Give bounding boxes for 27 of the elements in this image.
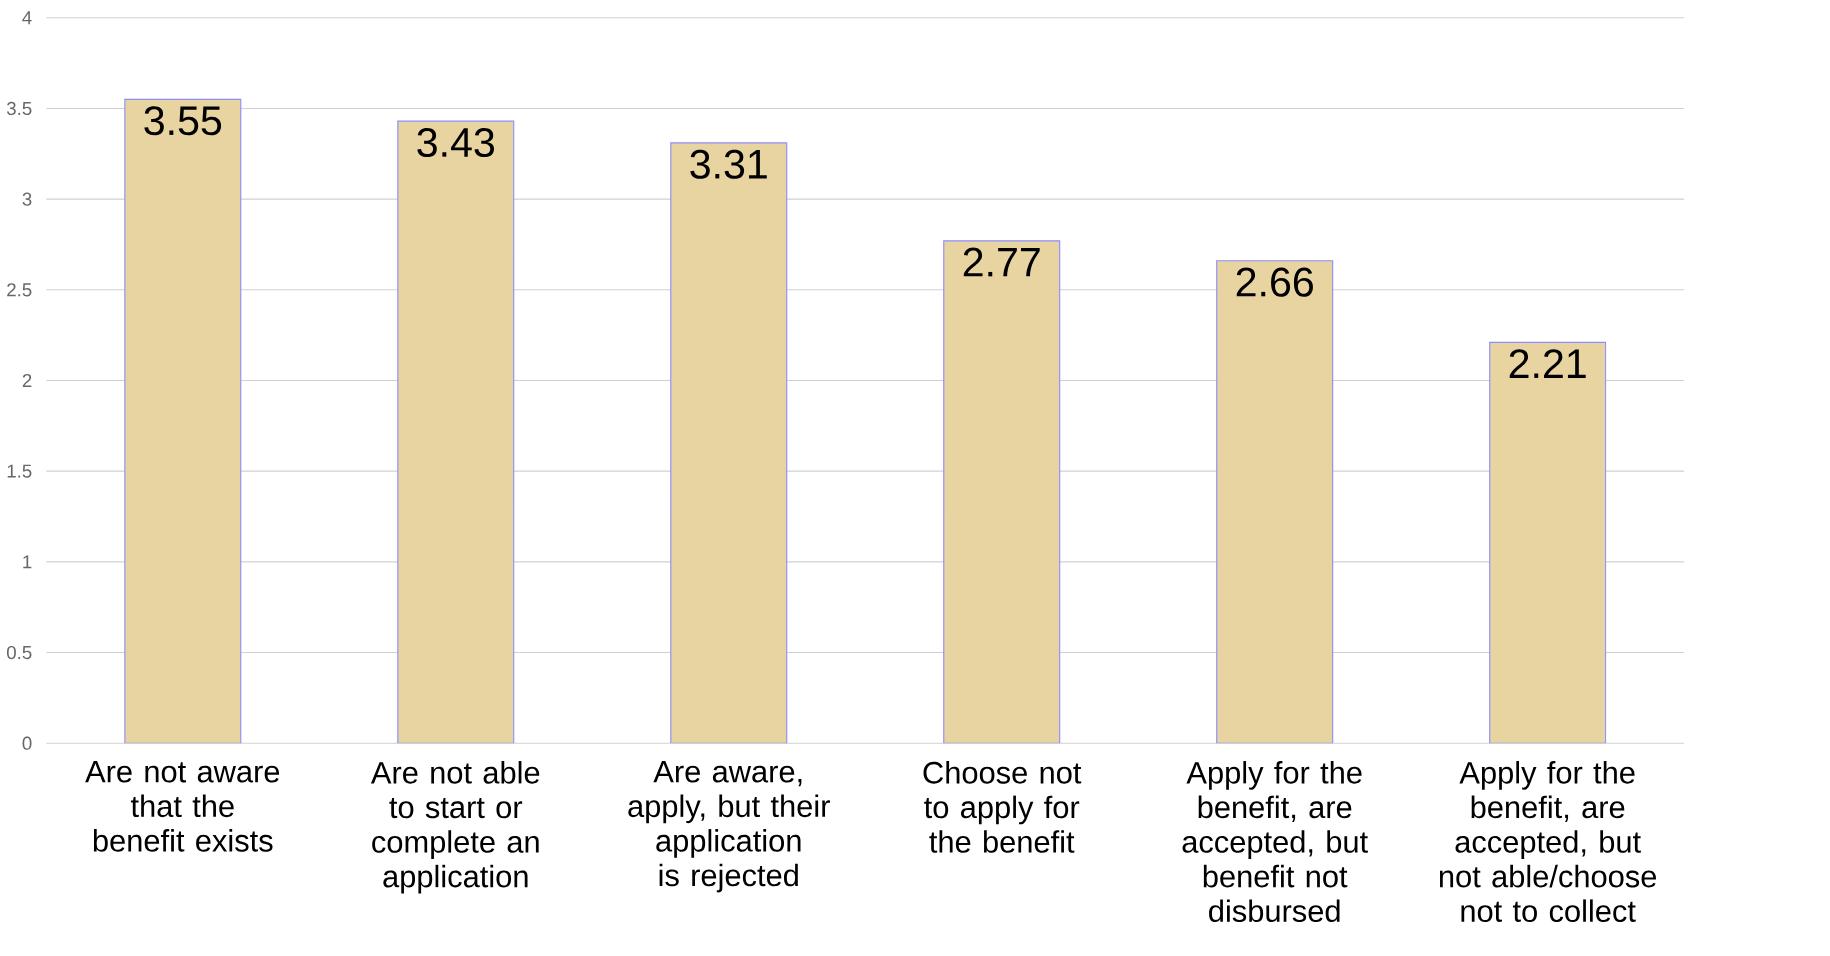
y-tick-label: 1 bbox=[23, 555, 32, 569]
y-tick-label: 2.5 bbox=[7, 283, 32, 297]
y-tick-label: 0.5 bbox=[6, 645, 32, 659]
y-tick-label: 2 bbox=[22, 373, 32, 387]
x-tick-label: Are not able to start or complete an application bbox=[370, 760, 540, 894]
data-label: 2.77 bbox=[963, 247, 1040, 277]
y-tick-label: 4 bbox=[22, 11, 32, 25]
bar bbox=[670, 142, 788, 744]
y-tick-label: 1.5 bbox=[7, 464, 32, 478]
bar bbox=[1489, 341, 1607, 744]
bar bbox=[397, 120, 515, 744]
data-label: 3.55 bbox=[144, 105, 222, 136]
x-tick-label: Are aware, apply, but their application is rejected bbox=[628, 760, 830, 893]
data-label: 2.21 bbox=[1509, 349, 1586, 378]
data-label: 3.31 bbox=[690, 149, 767, 179]
x-tick-label: Apply for the benefit, are accepted, but not able/choose not to collect bbox=[1439, 760, 1657, 922]
y-tick-label: 0 bbox=[22, 736, 32, 750]
bar bbox=[943, 240, 1061, 744]
data-label: 2.66 bbox=[1236, 267, 1313, 297]
x-tick-label: Apply for the benefit, are accepted, but benefit not disbursed bbox=[1182, 760, 1368, 922]
data-label: 3.43 bbox=[417, 127, 495, 157]
x-tick-label: Choose not to apply for the benefit bbox=[923, 760, 1082, 853]
bar bbox=[124, 98, 242, 744]
y-tick-label: 3 bbox=[22, 192, 32, 206]
x-tick-label: Are not aware that the benefit exists bbox=[85, 760, 280, 852]
bar bbox=[1216, 260, 1334, 744]
y-tick-label: 3.5 bbox=[6, 101, 32, 115]
